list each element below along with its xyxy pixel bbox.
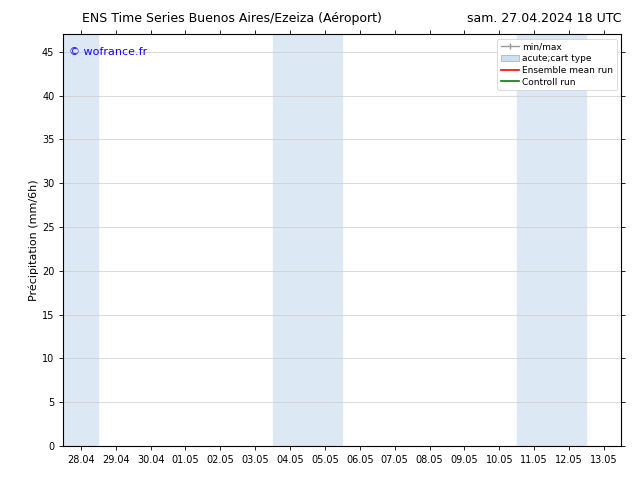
Y-axis label: Précipitation (mm/6h): Précipitation (mm/6h) (29, 179, 39, 301)
Text: © wofrance.fr: © wofrance.fr (69, 47, 147, 57)
Bar (63, 34, 98, 446)
Legend: min/max, acute;cart type, Ensemble mean run, Controll run: min/max, acute;cart type, Ensemble mean … (497, 39, 617, 90)
Bar (273, 34, 342, 446)
Text: sam. 27.04.2024 18 UTC: sam. 27.04.2024 18 UTC (467, 12, 621, 25)
Text: ENS Time Series Buenos Aires/Ezeiza (Aéroport): ENS Time Series Buenos Aires/Ezeiza (Aér… (82, 12, 382, 25)
Bar (517, 34, 586, 446)
